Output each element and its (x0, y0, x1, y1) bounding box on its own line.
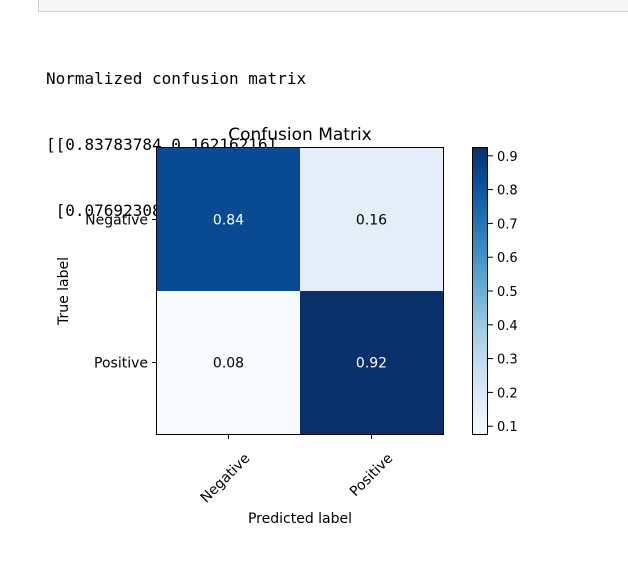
y-tick-label: Positive (94, 356, 148, 372)
y-axis-label: True label (56, 257, 72, 326)
colorbar-tick-label: 0.1 (497, 420, 518, 435)
colorbar-tick-label: 0.2 (497, 386, 518, 401)
heatmap-cell (300, 148, 443, 291)
x-axis-ticks: Negative Positive (198, 434, 396, 507)
colorbar-tick-label: 0.6 (497, 251, 518, 266)
chart-title: Confusion Matrix (228, 125, 372, 145)
colorbar-tick-label: 0.5 (497, 285, 518, 300)
x-tick-label: Negative (198, 451, 254, 507)
heatmap-cell (300, 291, 443, 434)
cell-value-label: 0.92 (356, 356, 387, 372)
plot-frame (156, 147, 444, 435)
previous-cell-edge (38, 0, 628, 12)
colorbar-tick-label: 0.9 (497, 150, 518, 165)
heatmap-cell (157, 148, 300, 291)
heatmap-cells: 0.84 0.16 0.08 0.92 (157, 148, 443, 434)
colorbar-tick-label: 0.8 (497, 184, 518, 199)
colorbar-ticks: 0.1 0.2 0.3 0.4 0.5 0.6 0.7 0.8 0.9 (488, 150, 518, 435)
cell-value-label: 0.16 (356, 213, 387, 229)
x-axis-label: Predicted label (248, 511, 352, 527)
colorbar: 0.1 0.2 0.3 0.4 0.5 0.6 0.7 0.8 0.9 (472, 147, 518, 435)
output-line: Normalized confusion matrix (46, 69, 307, 88)
x-tick-label: Positive (347, 451, 396, 500)
colorbar-tick-label: 0.7 (497, 217, 518, 232)
colorbar-tick-label: 0.3 (497, 353, 518, 368)
heatmap-cell (157, 291, 300, 434)
y-tick-label: Negative (85, 213, 148, 229)
colorbar-gradient (472, 147, 488, 435)
colorbar-tick-label: 0.4 (497, 319, 518, 334)
cell-value-label: 0.84 (213, 213, 244, 229)
cell-value-label: 0.08 (213, 356, 244, 372)
y-axis-ticks: Negative Positive (85, 213, 157, 372)
